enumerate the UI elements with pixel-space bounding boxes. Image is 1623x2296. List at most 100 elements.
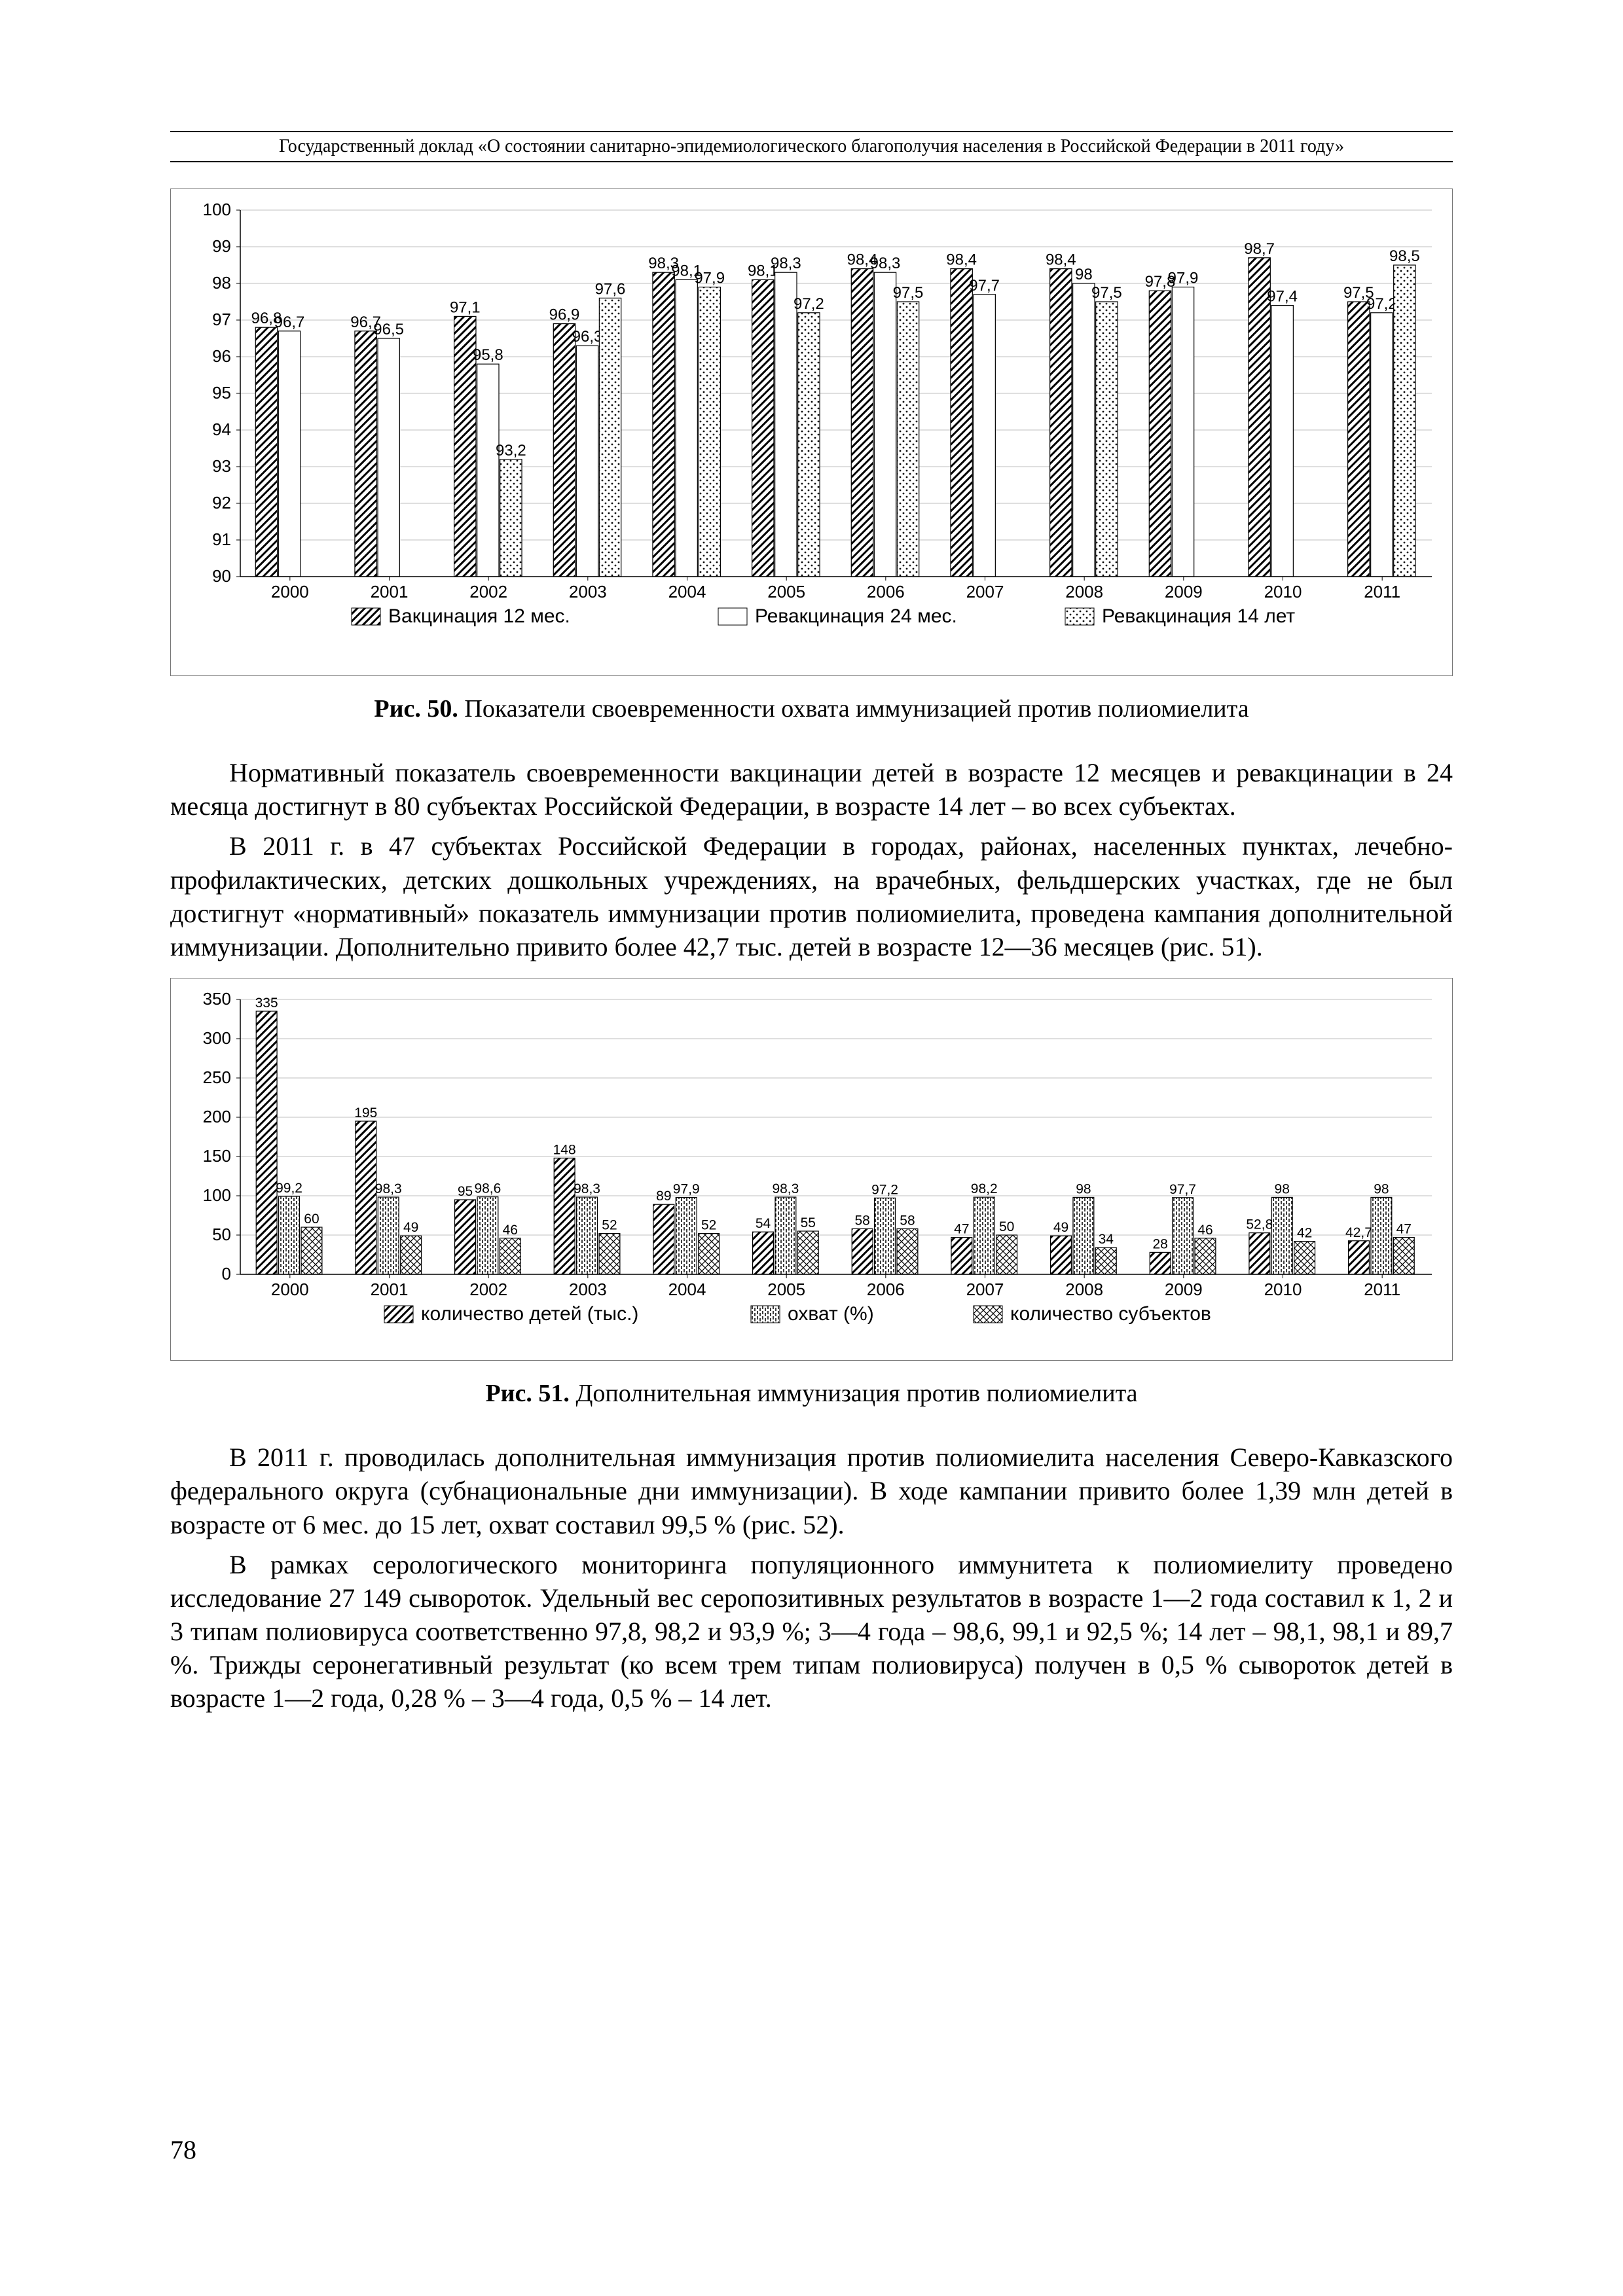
- svg-text:97,4: 97,4: [1267, 288, 1298, 306]
- svg-text:Вакцинация 12 мес.: Вакцинация 12 мес.: [388, 605, 570, 627]
- svg-text:250: 250: [203, 1067, 231, 1087]
- chart-51-caption: Рис. 51. Дополнительная иммунизация прот…: [170, 1379, 1453, 1408]
- svg-text:97,5: 97,5: [1091, 284, 1122, 302]
- svg-text:0: 0: [222, 1264, 231, 1283]
- svg-text:98,5: 98,5: [1389, 247, 1420, 265]
- svg-text:98,6: 98,6: [474, 1181, 501, 1196]
- page-number: 78: [170, 2134, 196, 2165]
- svg-text:96,3: 96,3: [572, 328, 603, 346]
- svg-text:47: 47: [1396, 1222, 1412, 1237]
- svg-text:98,3: 98,3: [772, 1181, 799, 1196]
- svg-text:28: 28: [1152, 1237, 1167, 1252]
- svg-text:98: 98: [212, 273, 231, 293]
- svg-text:50: 50: [212, 1225, 231, 1244]
- svg-text:2010: 2010: [1264, 582, 1302, 601]
- svg-text:98,4: 98,4: [1046, 251, 1076, 269]
- svg-text:58: 58: [900, 1213, 915, 1229]
- svg-text:98,2: 98,2: [971, 1181, 998, 1196]
- svg-text:2000: 2000: [271, 582, 309, 601]
- svg-text:52: 52: [701, 1218, 716, 1233]
- svg-text:97,9: 97,9: [694, 270, 725, 287]
- chart-51-caption-prefix: Рис. 51.: [485, 1380, 569, 1407]
- svg-text:150: 150: [203, 1146, 231, 1166]
- svg-text:2003: 2003: [569, 582, 607, 601]
- svg-text:42: 42: [1297, 1226, 1312, 1241]
- svg-text:52,8: 52,8: [1246, 1217, 1273, 1232]
- svg-text:46: 46: [1197, 1223, 1213, 1238]
- svg-text:2005: 2005: [767, 1280, 805, 1299]
- svg-text:99,2: 99,2: [276, 1181, 302, 1196]
- svg-text:350: 350: [203, 989, 231, 1009]
- svg-text:2005: 2005: [767, 582, 805, 601]
- svg-text:49: 49: [1053, 1220, 1068, 1235]
- svg-text:2009: 2009: [1165, 1280, 1203, 1299]
- svg-text:количество детей (тыс.): количество детей (тыс.): [421, 1303, 638, 1325]
- svg-text:количество субъектов: количество субъектов: [1010, 1303, 1211, 1325]
- chart-50-svg: 90919293949596979899100200096,896,720019…: [175, 197, 1445, 668]
- svg-text:46: 46: [503, 1223, 518, 1238]
- svg-text:90: 90: [212, 566, 231, 586]
- svg-text:2008: 2008: [1065, 1280, 1103, 1299]
- svg-text:52: 52: [602, 1218, 617, 1233]
- svg-text:98,3: 98,3: [574, 1181, 600, 1196]
- svg-text:200: 200: [203, 1107, 231, 1126]
- svg-text:Ревакцинация 24 мес.: Ревакцинация 24 мес.: [755, 605, 957, 627]
- chart-50-caption-text: Показатели своевременности охвата иммуни…: [464, 695, 1249, 723]
- svg-text:Ревакцинация 14 лет: Ревакцинация 14 лет: [1102, 605, 1295, 627]
- paragraph-1: Нормативный показатель своевременности в…: [170, 756, 1453, 823]
- page-header: Государственный доклад «О состоянии сани…: [170, 131, 1453, 162]
- svg-text:89: 89: [656, 1189, 671, 1204]
- svg-text:98: 98: [1374, 1182, 1389, 1197]
- svg-text:2000: 2000: [271, 1280, 309, 1299]
- chart-50-caption-prefix: Рис. 50.: [374, 695, 458, 723]
- svg-text:2011: 2011: [1364, 1280, 1400, 1299]
- svg-text:195: 195: [354, 1105, 377, 1121]
- svg-text:98: 98: [1275, 1182, 1290, 1197]
- paragraph-4: В рамках серологического мониторинга поп…: [170, 1548, 1453, 1715]
- svg-text:2004: 2004: [668, 582, 706, 601]
- svg-text:2011: 2011: [1364, 582, 1400, 601]
- svg-text:98,4: 98,4: [946, 251, 977, 269]
- svg-text:148: 148: [553, 1143, 576, 1158]
- svg-text:96,5: 96,5: [373, 321, 404, 338]
- svg-text:93,2: 93,2: [496, 442, 526, 459]
- chart-50: 90919293949596979899100200096,896,720019…: [170, 188, 1453, 676]
- svg-text:2004: 2004: [668, 1280, 706, 1299]
- svg-text:335: 335: [255, 996, 278, 1011]
- svg-text:100: 100: [203, 200, 231, 219]
- svg-text:97,7: 97,7: [969, 277, 1000, 295]
- svg-text:94: 94: [212, 420, 231, 439]
- svg-text:охват (%): охват (%): [788, 1303, 874, 1325]
- paragraph-2: В 2011 г. в 47 субъектах Российской Феде…: [170, 829, 1453, 963]
- svg-text:97,6: 97,6: [595, 280, 626, 298]
- svg-text:2007: 2007: [966, 582, 1004, 601]
- svg-text:2002: 2002: [469, 1280, 507, 1299]
- svg-text:97,2: 97,2: [1366, 295, 1397, 313]
- svg-text:96,7: 96,7: [274, 314, 305, 331]
- svg-text:2008: 2008: [1065, 582, 1103, 601]
- svg-text:93: 93: [212, 456, 231, 476]
- svg-text:92: 92: [212, 493, 231, 512]
- svg-text:97,2: 97,2: [793, 295, 824, 313]
- svg-text:99: 99: [212, 236, 231, 256]
- svg-text:95: 95: [212, 383, 231, 403]
- svg-text:49: 49: [403, 1220, 418, 1235]
- paragraph-3: В 2011 г. проводилась дополнительная имм…: [170, 1441, 1453, 1541]
- svg-text:47: 47: [954, 1222, 969, 1237]
- svg-text:2003: 2003: [569, 1280, 607, 1299]
- svg-text:58: 58: [854, 1213, 869, 1229]
- svg-text:98: 98: [1075, 266, 1093, 283]
- svg-text:97,1: 97,1: [450, 298, 481, 316]
- svg-text:2007: 2007: [966, 1280, 1004, 1299]
- svg-text:98: 98: [1076, 1182, 1091, 1197]
- svg-text:50: 50: [999, 1219, 1014, 1234]
- svg-text:60: 60: [304, 1211, 319, 1227]
- svg-text:2006: 2006: [867, 1280, 905, 1299]
- chart-50-caption: Рис. 50. Показатели своевременности охва…: [170, 694, 1453, 723]
- svg-text:2010: 2010: [1264, 1280, 1302, 1299]
- svg-text:97,5: 97,5: [893, 284, 924, 302]
- svg-text:95,8: 95,8: [473, 346, 503, 364]
- svg-text:98,3: 98,3: [870, 255, 901, 272]
- svg-text:91: 91: [212, 529, 231, 549]
- svg-text:2001: 2001: [371, 1280, 409, 1299]
